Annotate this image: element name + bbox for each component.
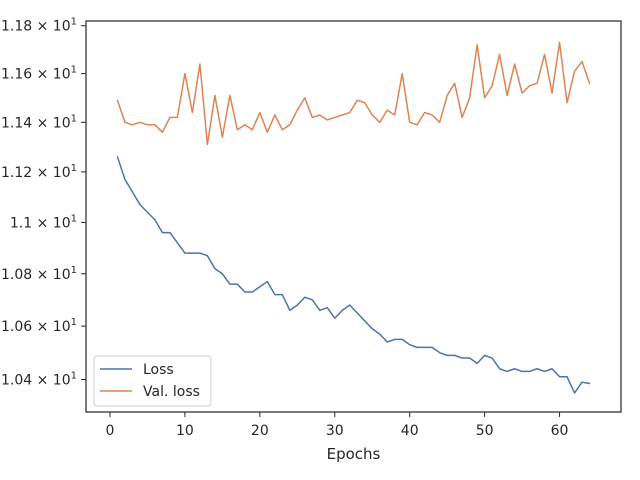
- y-tick-exponent: 1: [71, 17, 77, 28]
- y-tick-exponent: 1: [71, 65, 77, 76]
- y-tick-mantissa: 1.08: [1, 267, 32, 283]
- y-tick-times: ×: [37, 165, 49, 181]
- y-tick-mantissa: 1.1: [10, 215, 32, 231]
- y-tick-label: 1.1 × 101: [10, 213, 77, 231]
- series-lines: [116, 41, 591, 394]
- y-tick-exponent: 1: [71, 113, 77, 124]
- y-tick-times: ×: [37, 372, 49, 388]
- y-tick-base: 10: [53, 267, 71, 283]
- x-tick-label: 60: [551, 423, 569, 439]
- y-tick-label: 1.14 × 101: [1, 113, 77, 131]
- series-line-loss: [116, 156, 591, 394]
- y-tick-mantissa: 1.18: [1, 19, 32, 35]
- y-tick-base: 10: [53, 372, 71, 388]
- y-tick-label: 1.12 × 101: [1, 163, 77, 181]
- y-tick-mantissa: 1.04: [1, 372, 32, 388]
- y-tick-base: 10: [53, 19, 71, 35]
- x-axis-label: Epochs: [327, 445, 381, 463]
- y-tick-times: ×: [37, 67, 49, 83]
- y-tick-mantissa: 1.16: [1, 67, 32, 83]
- y-tick-base: 10: [53, 215, 71, 231]
- y-tick-exponent: 1: [71, 163, 77, 174]
- y-tick-exponent: 1: [71, 265, 77, 276]
- y-tick-times: ×: [37, 267, 49, 283]
- y-tick-exponent: 1: [71, 370, 77, 381]
- y-tick-mantissa: 1.14: [1, 115, 32, 131]
- y-tick-times: ×: [37, 115, 49, 131]
- legend-label: Val. loss: [143, 384, 200, 400]
- x-tick-label: 30: [326, 423, 344, 439]
- y-tick-mantissa: 1.06: [1, 319, 32, 335]
- y-tick-base: 10: [53, 67, 71, 83]
- legend: Loss Val. loss: [93, 355, 212, 407]
- x-tick-label: 40: [401, 423, 419, 439]
- y-tick-base: 10: [53, 319, 71, 335]
- y-tick-mantissa: 1.12: [1, 165, 32, 181]
- y-tick-exponent: 1: [71, 317, 77, 328]
- axes-frame: [85, 20, 622, 413]
- x-tick-label: 20: [251, 423, 269, 439]
- y-tick-base: 10: [53, 165, 71, 181]
- x-tick-label: 10: [176, 423, 194, 439]
- y-tick-times: ×: [37, 215, 49, 231]
- y-tick-times: ×: [37, 319, 49, 335]
- y-tick-label: 1.16 × 101: [1, 65, 77, 83]
- y-tick-base: 10: [53, 115, 71, 131]
- y-tick-label: 1.18 × 101: [1, 17, 77, 35]
- y-tick-label: 1.04 × 101: [1, 370, 77, 388]
- plot-area: [85, 20, 622, 413]
- y-tick-label: 1.06 × 101: [1, 317, 77, 335]
- y-tick-exponent: 1: [71, 213, 77, 224]
- legend-label: Loss: [143, 362, 174, 378]
- x-tick-label: 50: [476, 423, 494, 439]
- x-axis-ticks: 0 10 20 30 40 50 60: [106, 412, 569, 439]
- series-line-val-loss: [116, 41, 591, 146]
- y-tick-label: 1.08 × 101: [1, 265, 77, 283]
- x-tick-label: 0: [106, 423, 115, 439]
- y-tick-times: ×: [37, 19, 49, 35]
